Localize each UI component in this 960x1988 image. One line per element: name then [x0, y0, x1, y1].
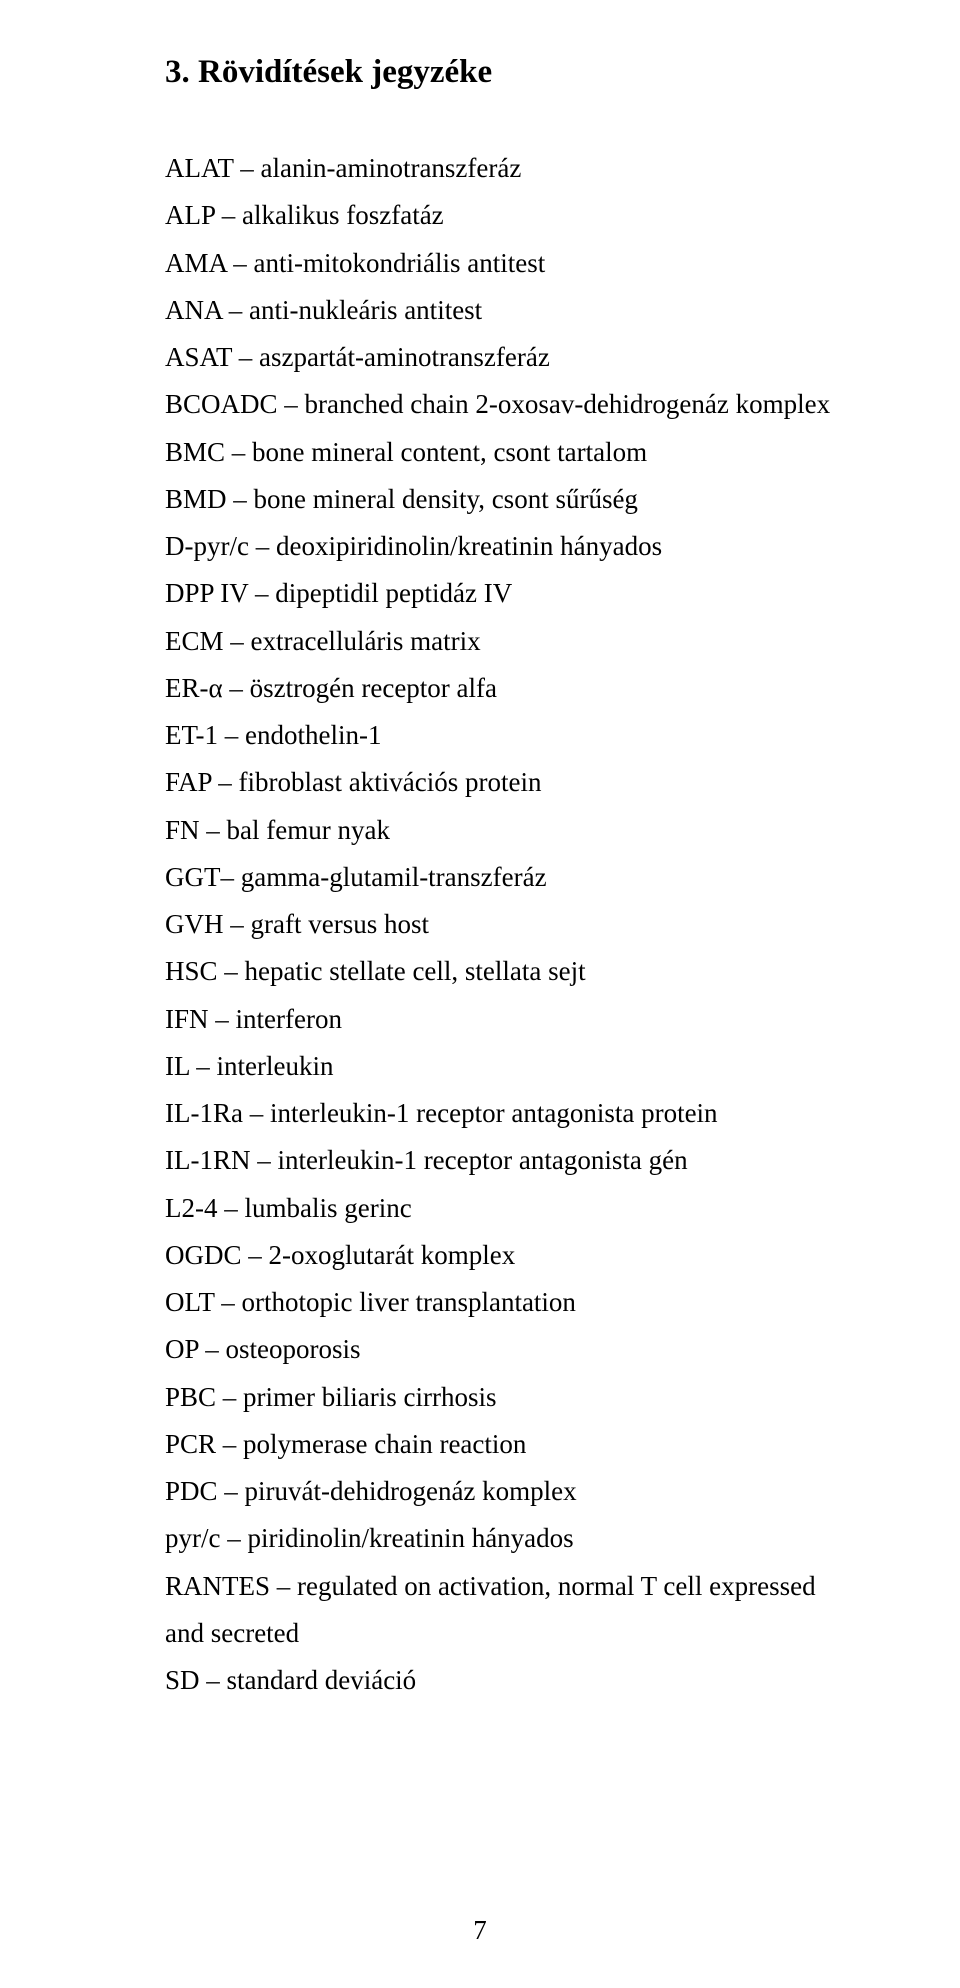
list-item: IFN – interferon	[165, 996, 850, 1043]
list-item: HSC – hepatic stellate cell, stellata se…	[165, 948, 850, 995]
list-item: L2-4 – lumbalis gerinc	[165, 1185, 850, 1232]
list-item: DPP IV – dipeptidil peptidáz IV	[165, 570, 850, 617]
list-item: SD – standard deviáció	[165, 1657, 850, 1704]
list-item: ECM – extracelluláris matrix	[165, 618, 850, 665]
list-item: OLT – orthotopic liver transplantation	[165, 1279, 850, 1326]
list-item: IL – interleukin	[165, 1043, 850, 1090]
list-item: ASAT – aszpartát-aminotranszferáz	[165, 334, 850, 381]
list-item: OGDC – 2-oxoglutarát komplex	[165, 1232, 850, 1279]
list-item: PDC – piruvát-dehidrogenáz komplex	[165, 1468, 850, 1515]
list-item: GVH – graft versus host	[165, 901, 850, 948]
list-item: GGT– gamma-glutamil-transzferáz	[165, 854, 850, 901]
list-item: IL-1RN – interleukin-1 receptor antagoni…	[165, 1137, 850, 1184]
list-item: ALP – alkalikus foszfatáz	[165, 192, 850, 239]
list-item: PBC – primer biliaris cirrhosis	[165, 1374, 850, 1421]
list-item: ET-1 – endothelin-1	[165, 712, 850, 759]
page-number: 7	[0, 1915, 960, 1946]
list-item: D-pyr/c – deoxipiridinolin/kreatinin hán…	[165, 523, 850, 570]
list-item: OP – osteoporosis	[165, 1326, 850, 1373]
list-item: BMD – bone mineral density, csont sűrűsé…	[165, 476, 850, 523]
list-item: pyr/c – piridinolin/kreatinin hányados	[165, 1515, 850, 1562]
list-item: FN – bal femur nyak	[165, 807, 850, 854]
list-item: AMA – anti-mitokondriális antitest	[165, 240, 850, 287]
list-item: BMC – bone mineral content, csont tartal…	[165, 429, 850, 476]
list-item: BCOADC – branched chain 2-oxosav-dehidro…	[165, 381, 850, 428]
list-item: PCR – polymerase chain reaction	[165, 1421, 850, 1468]
abbreviation-list: ALAT – alanin-aminotranszferáz ALP – alk…	[165, 145, 850, 1704]
list-item: FAP – fibroblast aktivációs protein	[165, 759, 850, 806]
page-title: 3. Rövidítések jegyzéke	[165, 54, 850, 91]
list-item: IL-1Ra – interleukin-1 receptor antagoni…	[165, 1090, 850, 1137]
list-item: ALAT – alanin-aminotranszferáz	[165, 145, 850, 192]
list-item: ER-α – ösztrogén receptor alfa	[165, 665, 850, 712]
list-item: ANA – anti-nukleáris antitest	[165, 287, 850, 334]
page: 3. Rövidítések jegyzéke ALAT – alanin-am…	[0, 0, 960, 1988]
list-item: RANTES – regulated on activation, normal…	[165, 1563, 850, 1658]
